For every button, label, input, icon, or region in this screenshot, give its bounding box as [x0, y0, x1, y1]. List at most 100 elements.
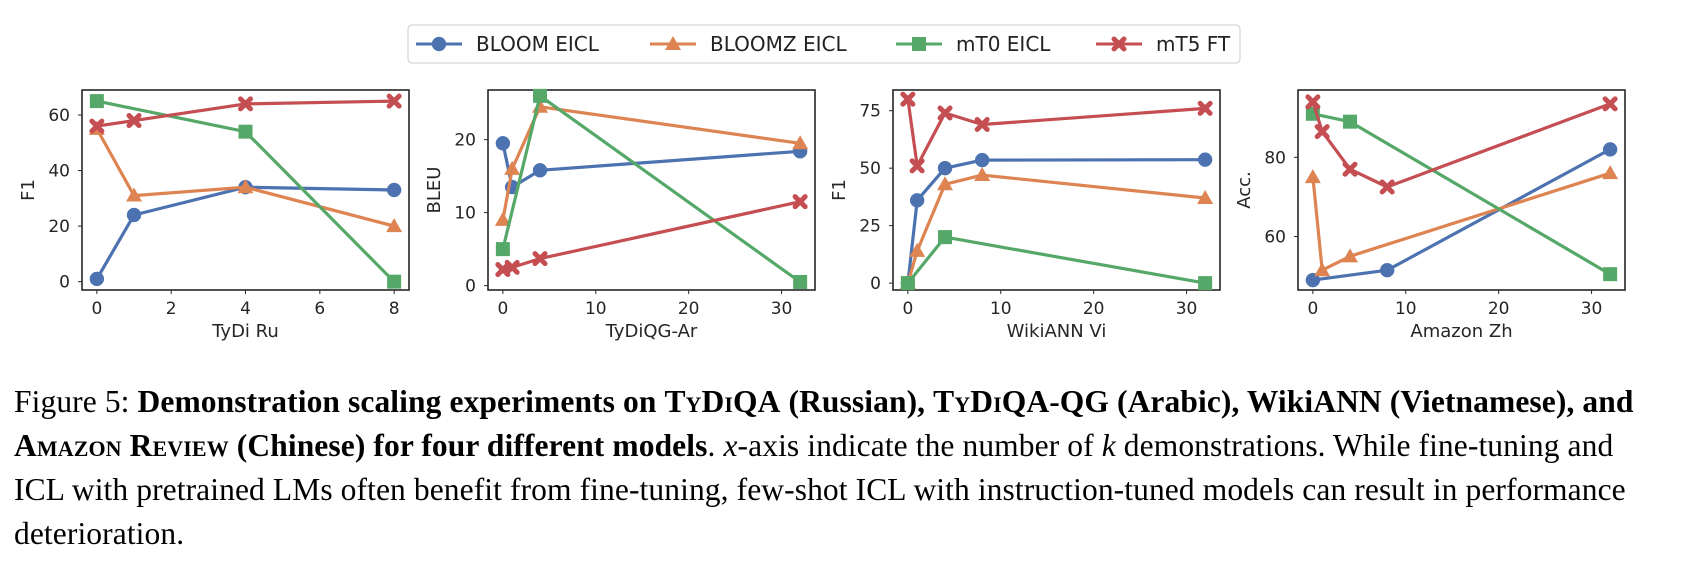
data-point-mt5-ft-stroke-b	[1342, 161, 1358, 177]
data-point-mt5-ft	[89, 118, 105, 134]
x-tick-label: 0	[1307, 299, 1318, 319]
y-tick-label: 0	[59, 273, 70, 293]
y-axis-label: F1	[18, 179, 39, 201]
y-tick-label: 0	[465, 277, 476, 297]
data-point-bloomz-eicl	[1314, 262, 1331, 277]
series-line-bloomz-eicl	[906, 173, 1207, 285]
plot-frame	[1297, 89, 1626, 291]
chart-panel-wikiann-vi: 0 10 20 30 0 25 50 75 WikiANN Vi F1	[829, 89, 1221, 342]
data-point-mt5-ft-stroke-b	[495, 262, 511, 278]
x-axis-label: Amazon Zh	[1410, 321, 1512, 342]
chart-panel-tydi-ru: 0 2 4 6 8 0 20 40 60 TyDi Ru F1	[18, 89, 410, 342]
x-tick-label: 4	[240, 299, 251, 319]
series-line-bloomz-eicl	[1311, 171, 1612, 272]
series-bloom-eicl	[1305, 142, 1618, 288]
series-mt5-ft	[900, 91, 1213, 174]
x-tick-label: 30	[1176, 299, 1198, 319]
data-point-mt0-eicl	[533, 88, 548, 103]
plot-frame	[892, 89, 1221, 291]
data-point-bloomz-eicl	[1602, 165, 1619, 180]
legend-label-bloom-eicl: BLOOM EICL	[476, 32, 600, 56]
data-point-mt0-eicl	[900, 276, 915, 291]
x-tick-label: 0	[497, 299, 508, 319]
caption-bold-d: (Chinese) for four different models	[236, 428, 708, 463]
data-point-mt0-eicl	[238, 124, 253, 139]
chart-legend: BLOOM EICL BLOOMZ EICL mT0 EICL mT5 FT	[407, 24, 1241, 64]
y-tick-label: 50	[859, 159, 881, 179]
x-axis-label: TyDiQG-Ar	[605, 321, 698, 342]
data-point-mt0-eicl	[1198, 276, 1213, 291]
data-point-mt5-ft-stroke-b	[937, 105, 953, 121]
legend-label-bloomz-eicl: BLOOMZ EICL	[710, 32, 847, 56]
series-line-mt0-eicl	[1311, 112, 1612, 276]
data-point-bloomz-eicl	[1197, 190, 1214, 205]
x-axis-label: TyDi Ru	[211, 321, 279, 342]
legend-item-mt0-eicl: mT0 EICL	[896, 32, 1051, 56]
data-point-mt5-ft	[900, 91, 916, 107]
series-mt5-ft	[1305, 94, 1618, 195]
y-axis-label: Acc.	[1234, 171, 1255, 209]
caption-tydiqa-qg: TyDiQA-QG	[933, 384, 1109, 419]
chart-panel-amazon-zh: 0 10 20 30 60 80 Amazon Zh Acc.	[1234, 89, 1626, 342]
data-point-mt5-ft	[1305, 94, 1321, 110]
data-point-mt5-ft	[126, 113, 142, 129]
x-tick-label: 20	[678, 299, 700, 319]
y-tick-label: 60	[48, 106, 70, 126]
legend-label-mt5-ft: mT5 FT	[1156, 32, 1231, 56]
legend-item-bloomz-eicl: BLOOMZ EICL	[650, 32, 847, 56]
caption-tydiqa: TyDiQA	[664, 384, 781, 419]
caption-bold-a: Demonstration scaling experiments on	[137, 384, 657, 419]
series-line-bloom-eicl	[501, 141, 802, 189]
y-tick-label: 10	[454, 204, 476, 224]
data-point-bloomz-eicl	[504, 160, 521, 175]
x-tick-label: 20	[1488, 299, 1510, 319]
plot-frame	[487, 89, 816, 291]
data-point-mt5-ft	[532, 251, 548, 267]
series-mt5-ft	[89, 93, 402, 134]
data-point-mt0-eicl	[938, 230, 953, 245]
series-mt5-ft	[495, 194, 808, 278]
series-bloomz-eicl	[494, 98, 809, 226]
y-tick-label: 20	[48, 217, 70, 237]
legend-marker-bloomz-eicl	[665, 36, 681, 50]
data-point-mt0-eicl	[387, 274, 402, 289]
legend-marker-bloom-eicl	[431, 36, 447, 52]
y-tick-label: 20	[454, 131, 476, 151]
data-point-mt0-eicl	[793, 274, 808, 289]
caption-plain-a: .	[707, 428, 716, 463]
x-tick-label: 0	[902, 299, 913, 319]
y-tick-label: 25	[859, 217, 881, 237]
series-bloomz-eicl	[1304, 165, 1619, 277]
series-line-bloomz-eicl	[501, 105, 802, 222]
data-point-bloom-eicl	[1379, 262, 1395, 278]
data-point-mt5-ft	[1314, 124, 1330, 140]
data-point-mt5-ft	[792, 194, 808, 210]
data-point-mt5-ft	[238, 96, 253, 112]
data-point-bloom-eicl	[1197, 152, 1213, 167]
series-bloom-eicl	[900, 152, 1213, 291]
caption-x-var: x	[723, 428, 738, 463]
x-tick-label: 10	[585, 299, 607, 319]
data-point-mt0-eicl	[495, 242, 510, 257]
data-point-mt5-ft-stroke-b	[504, 259, 520, 275]
y-tick-label: 0	[870, 274, 881, 294]
data-point-mt0-eicl	[1343, 114, 1358, 129]
x-tick-label: 8	[389, 299, 400, 319]
data-point-mt5-ft-stroke-b	[1305, 94, 1321, 110]
caption-k-var: k	[1101, 428, 1116, 463]
data-point-bloomz-eicl	[909, 242, 926, 257]
data-point-mt5-ft-stroke-b	[909, 158, 925, 174]
x-tick-label: 30	[1581, 299, 1603, 319]
x-tick-label: 10	[990, 299, 1012, 319]
legend-marker-mt5-ft	[1111, 36, 1127, 52]
data-point-bloom-eicl	[386, 182, 402, 198]
data-point-mt5-ft	[386, 93, 402, 109]
x-tick-label: 0	[91, 299, 102, 319]
data-point-bloom-eicl	[1305, 272, 1321, 288]
series-line-bloom-eicl	[906, 158, 1207, 285]
legend-label-mt0-eicl: mT0 EICL	[956, 32, 1051, 56]
data-point-mt0-eicl	[89, 94, 104, 109]
caption-plain-c: demonstrations. While fine-tuning and IC…	[14, 428, 1626, 551]
